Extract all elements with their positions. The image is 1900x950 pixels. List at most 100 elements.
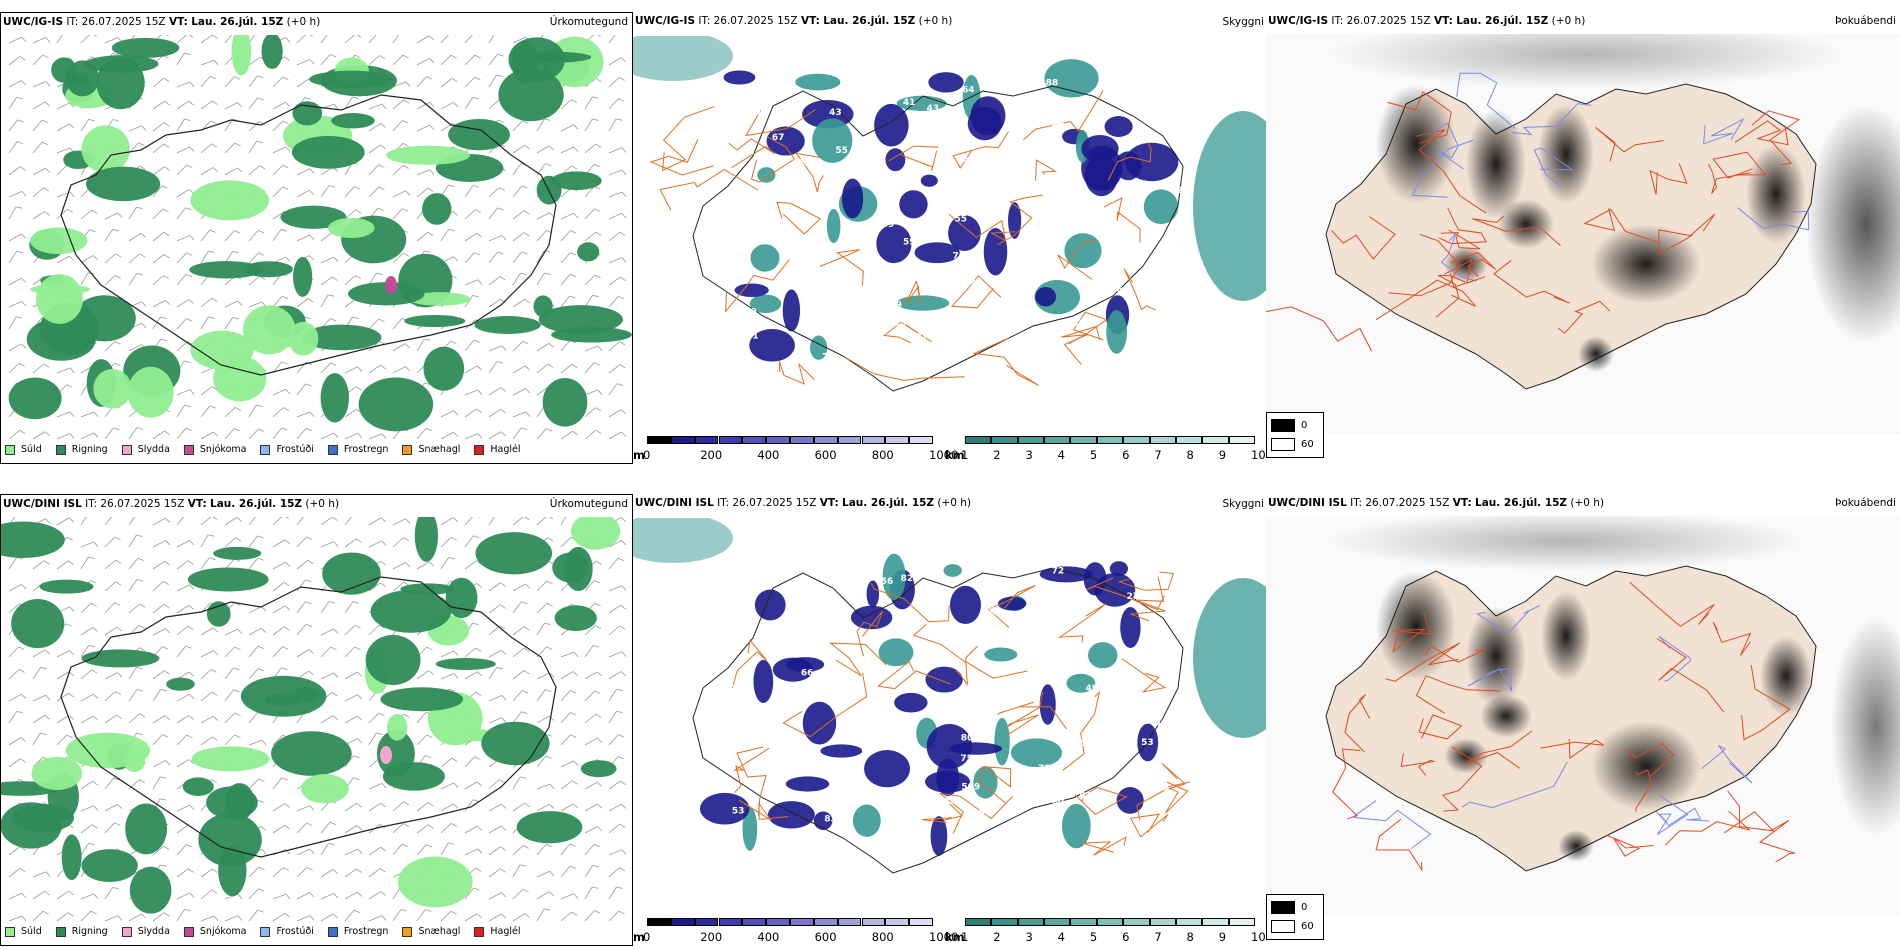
road [888, 145, 939, 171]
visibility-value-label: 68 [818, 603, 831, 613]
low-visibility-area [850, 605, 893, 630]
rain-areas [1, 517, 621, 914]
wind-barb [296, 623, 313, 636]
visibility-value-label: 76 [712, 756, 725, 766]
wind-barb [80, 541, 99, 548]
road [1625, 742, 1675, 779]
wind-barb [128, 579, 144, 592]
wind-barb [176, 81, 195, 88]
fog-area [1558, 830, 1594, 862]
colorbar-tick: 6 [1122, 448, 1130, 462]
visibility-value-label: 39 [882, 220, 895, 230]
road [1375, 279, 1476, 321]
wind-barb [320, 601, 336, 614]
precip-area [182, 777, 214, 796]
legend-item: Frostregn [327, 444, 388, 455]
precip-area [65, 732, 151, 769]
precip-area [320, 373, 349, 423]
visibility-value-label: 60 [1178, 707, 1191, 717]
wind-barb [512, 298, 530, 308]
wind-barb [536, 250, 551, 264]
wind-barb [344, 517, 354, 526]
wind-barb [488, 408, 506, 418]
colorbar-step [1228, 436, 1255, 444]
wind-barb [584, 781, 603, 790]
precip-area [380, 687, 464, 712]
colorbar-tick: 1 [961, 930, 969, 944]
low-visibility-area [766, 126, 805, 156]
wind-barb [560, 803, 579, 812]
panel-title: Skyggni [1222, 498, 1265, 510]
colorbar-step [837, 918, 862, 926]
wind-barb [368, 123, 386, 132]
wind-barb [152, 603, 170, 614]
river [1701, 744, 1753, 784]
panel-header: UWC/DINI ISL IT: 26.07.2025 15Z VT: Lau.… [1268, 497, 1605, 509]
wind-barb [416, 670, 434, 680]
visibility-value-label: 49 [1085, 684, 1098, 694]
legend-item: Snjókoma [183, 926, 246, 937]
visibility-value-label: 54 [978, 808, 991, 818]
colorbar-tick: 8 [1186, 448, 1194, 462]
wind-barb [152, 122, 170, 132]
road [1392, 612, 1432, 653]
wind-barb [248, 35, 258, 44]
wind-barb [608, 540, 627, 548]
wind-barb [104, 212, 123, 220]
legend-swatch [121, 444, 132, 455]
precip-area [292, 101, 323, 126]
colorbar-step [965, 436, 992, 444]
precip-area [1, 802, 62, 849]
wind-barb [560, 273, 577, 286]
precip-area [198, 813, 262, 867]
river [1461, 761, 1568, 809]
wind-barb [392, 343, 411, 352]
colorbar-step [1044, 436, 1071, 444]
precip-area [36, 274, 83, 324]
wind-barb [392, 518, 411, 526]
wind-barb [296, 579, 312, 592]
wind-barb [296, 805, 315, 812]
precip-area [190, 180, 270, 221]
wind-barb [8, 166, 26, 176]
wind-barb [416, 734, 433, 746]
low-visibility-area [948, 215, 981, 252]
precip-area [571, 517, 621, 550]
road [1107, 141, 1152, 181]
wind-barb [32, 167, 51, 176]
wind-barb [536, 428, 553, 440]
wind-barb [104, 581, 122, 592]
wind-barb [392, 208, 409, 220]
colorbar-tick: 1 [961, 448, 969, 462]
visibility-value-label: 83 [752, 374, 765, 384]
colorbar-step [742, 436, 767, 444]
wind-barb [560, 295, 576, 308]
road [1061, 325, 1101, 365]
visibility-value-label: 33 [801, 182, 814, 192]
colorbar-step [1096, 436, 1124, 444]
wind-barb [200, 534, 215, 548]
wind-barb [536, 602, 553, 614]
wind-barb [440, 757, 458, 768]
wind-barb [224, 118, 239, 132]
precip-area [445, 577, 478, 619]
legend-item: Haglél [474, 926, 521, 937]
wind-barb [8, 867, 26, 878]
colorbar-step [1175, 918, 1203, 926]
low-visibility-area [1008, 202, 1022, 239]
wind-barb [344, 909, 361, 922]
low-visibility-area [1010, 738, 1063, 768]
wind-barb [152, 628, 171, 636]
road [1440, 229, 1481, 250]
river [1512, 103, 1592, 136]
legend-item: Rigning [55, 926, 108, 937]
legend-swatch [327, 926, 338, 937]
wind-barb [392, 537, 410, 548]
wind-barb [560, 99, 578, 110]
wind-barb [248, 888, 265, 900]
panel-title: Skyggni [1222, 16, 1265, 28]
road [1438, 207, 1487, 245]
low-visibility-area [1109, 561, 1129, 577]
wind-barb [32, 187, 50, 198]
sleet-area [380, 746, 392, 764]
